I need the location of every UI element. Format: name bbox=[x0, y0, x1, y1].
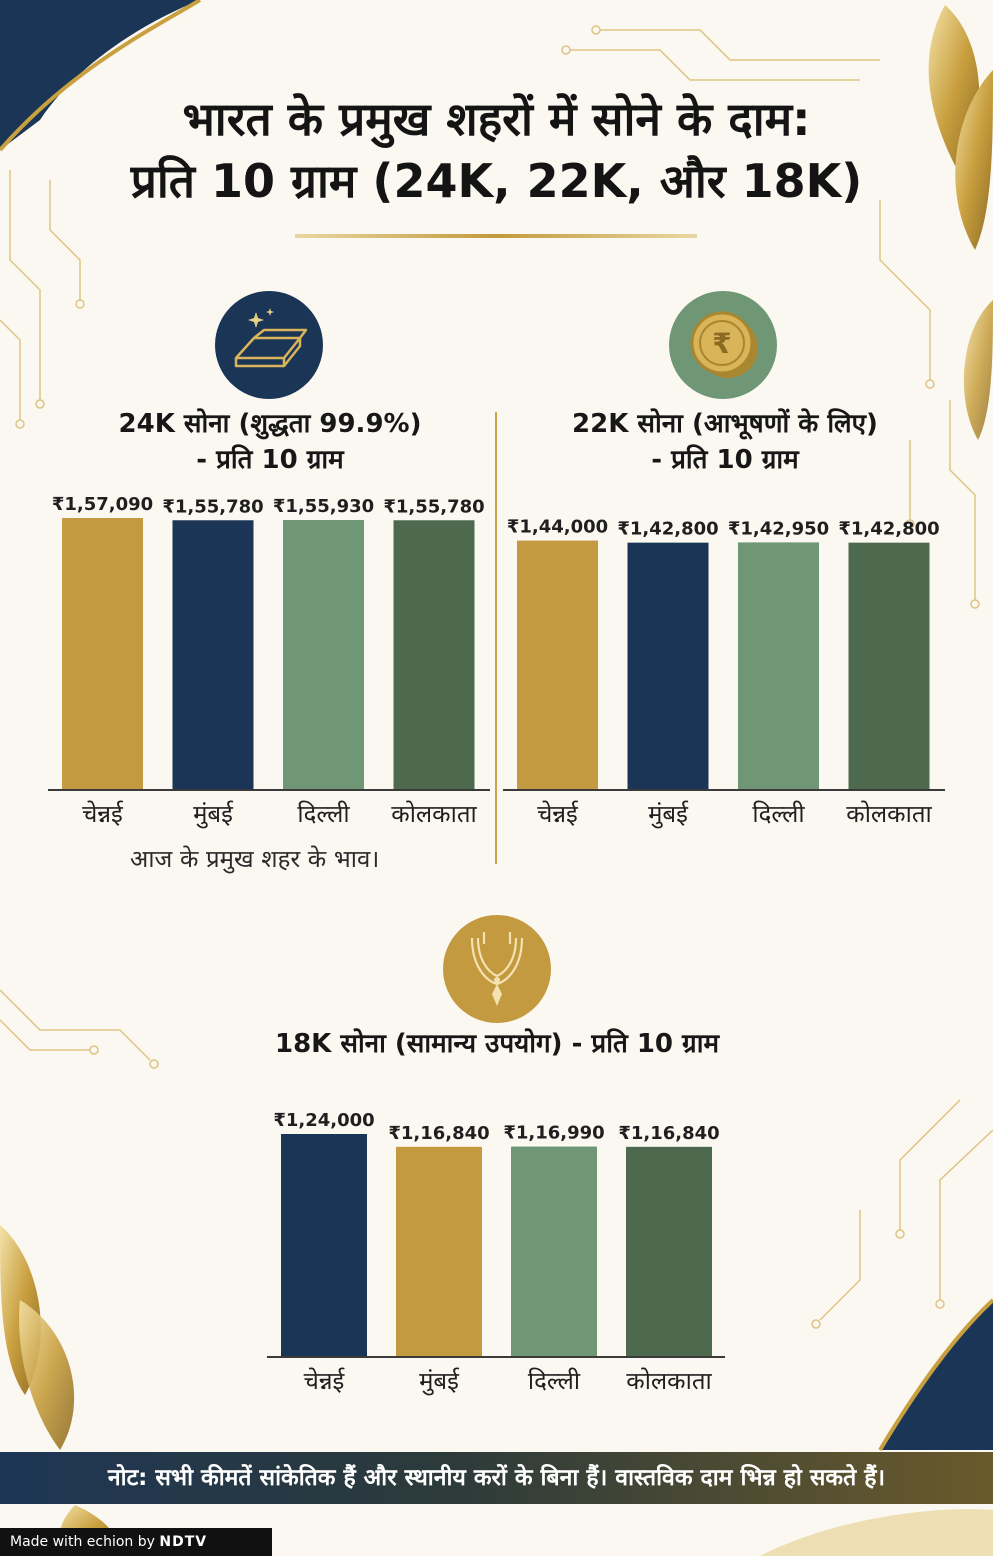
bar-value-label-k24-3: ₹1,55,780 bbox=[383, 496, 484, 517]
title-underline bbox=[295, 234, 697, 238]
title-line-2: प्रति 10 ग्राम (24K, 22K, और 18K) bbox=[130, 154, 863, 208]
panel-22k-title-line-2: - प्रति 10 ग्राम bbox=[651, 445, 799, 475]
bar-value-label-k22-2: ₹1,42,950 bbox=[728, 518, 829, 539]
category-label-k24-1: मुंबई bbox=[193, 800, 234, 829]
bar-k22-1 bbox=[627, 542, 709, 789]
category-label-k18-2: दिल्ली bbox=[528, 1367, 581, 1395]
bar-value-label-k18-1: ₹1,16,840 bbox=[388, 1123, 489, 1144]
category-label-k24-3: कोलकाता bbox=[391, 800, 477, 828]
bar-value-label-k18-2: ₹1,16,990 bbox=[503, 1123, 604, 1144]
panel-divider bbox=[495, 412, 497, 864]
rupee-coin-icon: ₹ bbox=[669, 291, 777, 399]
bar-k18-1 bbox=[396, 1146, 482, 1356]
category-label-k22-3: कोलकाता bbox=[846, 800, 932, 828]
bar-k24-0 bbox=[62, 518, 143, 789]
panel-24k-title-line-2: - प्रति 10 ग्राम bbox=[196, 445, 344, 475]
category-label-k18-3: कोलकाता bbox=[626, 1367, 712, 1395]
bar-k24-3 bbox=[393, 520, 475, 789]
ndtv-logo-text: NDTV bbox=[159, 1534, 208, 1550]
category-label-k24-0: चेन्नई bbox=[82, 800, 124, 828]
svg-text:₹: ₹ bbox=[712, 327, 731, 360]
disclaimer-note: नोट: सभी कीमतें सांकेतिक हैं और स्थानीय … bbox=[0, 1452, 993, 1504]
bar-value-label-k24-1: ₹1,55,780 bbox=[162, 496, 263, 517]
by-text: by bbox=[137, 1534, 155, 1550]
bar-k22-3 bbox=[848, 542, 930, 789]
bar-k18-2 bbox=[511, 1146, 597, 1356]
category-label-k18-0: चेन्नई bbox=[304, 1367, 346, 1395]
title-line-1: भारत के प्रमुख शहरों में सोने के दाम: bbox=[182, 92, 811, 146]
panel-18k-title-line-1: 18K सोना (सामान्य उपयोग) - प्रति 10 ग्रा… bbox=[274, 1029, 719, 1059]
bar-k22-0 bbox=[517, 540, 598, 789]
page-title: भारत के प्रमुख शहरों में सोने के दाम: प्… bbox=[0, 88, 993, 212]
category-label-k22-0: चेन्नई bbox=[537, 800, 579, 828]
panel-18k-title: 18K सोना (सामान्य उपयोग) - प्रति 10 ग्रा… bbox=[190, 1026, 804, 1062]
panel-24k-title-line-1: 24K सोना (शुद्धता 99.9%) bbox=[118, 409, 422, 439]
bar-value-label-k24-0: ₹1,57,090 bbox=[52, 494, 153, 515]
bar-value-label-k22-3: ₹1,42,800 bbox=[838, 519, 939, 540]
echion-logo-text: echion bbox=[86, 1534, 134, 1550]
bar-k22-2 bbox=[738, 542, 819, 789]
bar-k24-1 bbox=[172, 520, 254, 789]
panel-24k-title: 24K सोना (शुद्धता 99.9%) - प्रति 10 ग्रा… bbox=[40, 406, 500, 478]
category-label-k18-1: मुंबई bbox=[419, 1367, 460, 1396]
category-label-k22-2: दिल्ली bbox=[752, 800, 805, 828]
bar-value-label-k18-3: ₹1,16,840 bbox=[618, 1123, 719, 1144]
bar-value-label-k22-1: ₹1,42,800 bbox=[617, 519, 718, 540]
bar-value-label-k18-0: ₹1,24,000 bbox=[273, 1110, 374, 1131]
bar-k18-0 bbox=[281, 1134, 367, 1356]
panel-22k-title: 22K सोना (आभूषणों के लिए) - प्रति 10 ग्र… bbox=[500, 406, 950, 478]
made-with-text: Made with bbox=[10, 1534, 83, 1550]
panel-24k-footnote: आज के प्रमुख शहर के भाव। bbox=[130, 845, 380, 873]
category-label-k24-2: दिल्ली bbox=[297, 800, 350, 828]
gold-bar-icon bbox=[215, 291, 323, 399]
necklace-icon bbox=[443, 915, 551, 1023]
bar-k24-2 bbox=[283, 520, 364, 789]
bar-k18-3 bbox=[626, 1146, 712, 1356]
panel-22k-title-line-1: 22K सोना (आभूषणों के लिए) bbox=[572, 409, 878, 439]
category-label-k22-1: मुंबई bbox=[648, 800, 689, 829]
bar-value-label-k22-0: ₹1,44,000 bbox=[507, 517, 608, 538]
bar-value-label-k24-2: ₹1,55,930 bbox=[273, 496, 374, 517]
made-with-badge[interactable]: Made with echion by NDTV bbox=[0, 1528, 272, 1556]
